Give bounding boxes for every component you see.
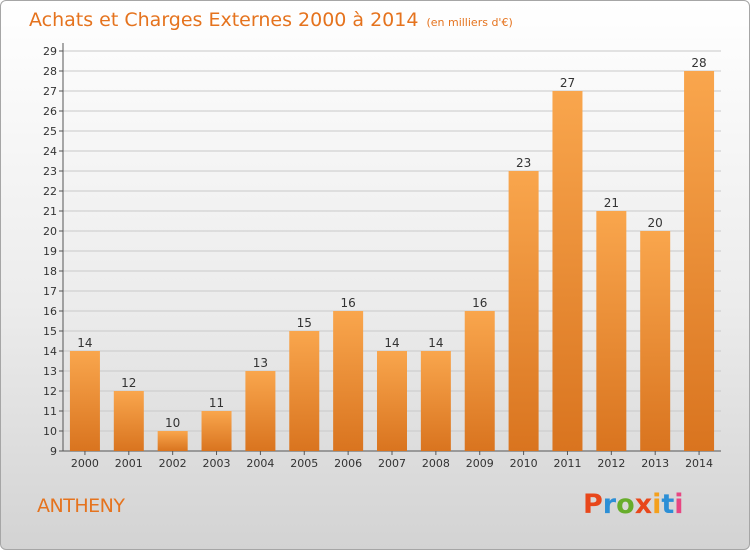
data-label: 13 [253, 356, 268, 370]
labels: 9 10 11 12 13 14 15 16 17 18 19 20 21 22 23 24 25 26 27 28 2… [43, 45, 713, 470]
y-tick-label: 11 [43, 405, 57, 418]
x-tick-label: 2005 [290, 457, 318, 470]
data-label: 12 [121, 376, 136, 390]
x-tick-label: 2011 [553, 457, 581, 470]
y-tick-label: 14 [43, 345, 57, 358]
y-tick-label: 12 [43, 385, 57, 398]
data-label: 11 [209, 396, 224, 410]
y-tick-label: 15 [43, 325, 57, 338]
logo-letter: x [634, 489, 653, 520]
bar-2006 [333, 311, 364, 451]
data-label: 16 [340, 296, 355, 310]
logo-letter: o [616, 489, 635, 520]
data-label: 15 [297, 316, 312, 330]
bar-2001 [113, 391, 144, 451]
logo-letter: i [652, 489, 662, 520]
x-tick-label: 2004 [246, 457, 274, 470]
y-tick-label: 16 [43, 305, 57, 318]
y-tick-label: 28 [43, 65, 57, 78]
y-tick-label: 13 [43, 365, 57, 378]
x-tick-label: 2014 [685, 457, 713, 470]
y-tick-label: 20 [43, 225, 57, 238]
bar-2005 [289, 331, 320, 451]
data-label: 14 [384, 336, 399, 350]
x-tick-label: 2013 [641, 457, 669, 470]
bar-2002 [157, 431, 188, 451]
y-tick-label: 19 [43, 245, 57, 258]
x-tick-label: 2010 [510, 457, 538, 470]
x-tick-label: 2009 [466, 457, 494, 470]
y-tick-label: 10 [43, 425, 57, 438]
x-tick-label: 2003 [203, 457, 231, 470]
chart-title: Achats et Charges Externes 2000 à 2014 [29, 9, 419, 31]
bar-2013 [640, 231, 671, 451]
y-tick-label: 9 [50, 445, 57, 458]
logo-letter: t [661, 489, 675, 520]
bar-2004 [245, 371, 276, 451]
bar-2010 [508, 171, 539, 451]
data-label: 14 [77, 336, 92, 350]
x-tick-label: 2007 [378, 457, 406, 470]
bar-2000 [69, 351, 100, 451]
data-label: 23 [516, 156, 531, 170]
y-tick-label: 27 [43, 85, 57, 98]
x-tick-label: 2006 [334, 457, 362, 470]
title-row: Achats et Charges Externes 2000 à 2014 (e… [29, 9, 513, 31]
bar-2009 [464, 311, 495, 451]
x-tick-label: 2001 [115, 457, 143, 470]
y-tick-label: 17 [43, 285, 57, 298]
logo-letter: r [602, 489, 617, 520]
y-tick-label: 29 [43, 45, 57, 58]
y-tick-label: 23 [43, 165, 57, 178]
y-tick-label: 22 [43, 185, 57, 198]
bars [69, 71, 715, 451]
proxiti-logo[interactable]: Proxiti [583, 489, 684, 520]
logo-letter: i [674, 489, 684, 520]
bar-2011 [552, 91, 583, 451]
x-tick-label: 2000 [71, 457, 99, 470]
data-label: 21 [604, 196, 619, 210]
data-label: 27 [560, 76, 575, 90]
data-label: 20 [648, 216, 663, 230]
bar-2008 [420, 351, 451, 451]
x-tick-label: 2002 [159, 457, 187, 470]
y-tick-label: 26 [43, 105, 57, 118]
bar-2007 [377, 351, 407, 451]
bar-2012 [596, 211, 627, 451]
logo-letter: P [583, 489, 603, 520]
data-label: 28 [691, 56, 706, 70]
data-label: 14 [428, 336, 443, 350]
y-tick-label: 25 [43, 125, 57, 138]
x-tick-label: 2012 [597, 457, 625, 470]
y-tick-label: 24 [43, 145, 57, 158]
data-label: 16 [472, 296, 487, 310]
bar-2014 [684, 71, 715, 451]
x-tick-label: 2008 [422, 457, 450, 470]
bar-2003 [201, 411, 232, 451]
data-label: 10 [165, 416, 180, 430]
y-tick-label: 21 [43, 205, 57, 218]
chart-subtitle: (en milliers d'€) [426, 16, 513, 29]
commune-name: ANTHENY [37, 495, 125, 517]
y-tick-label: 18 [43, 265, 57, 278]
